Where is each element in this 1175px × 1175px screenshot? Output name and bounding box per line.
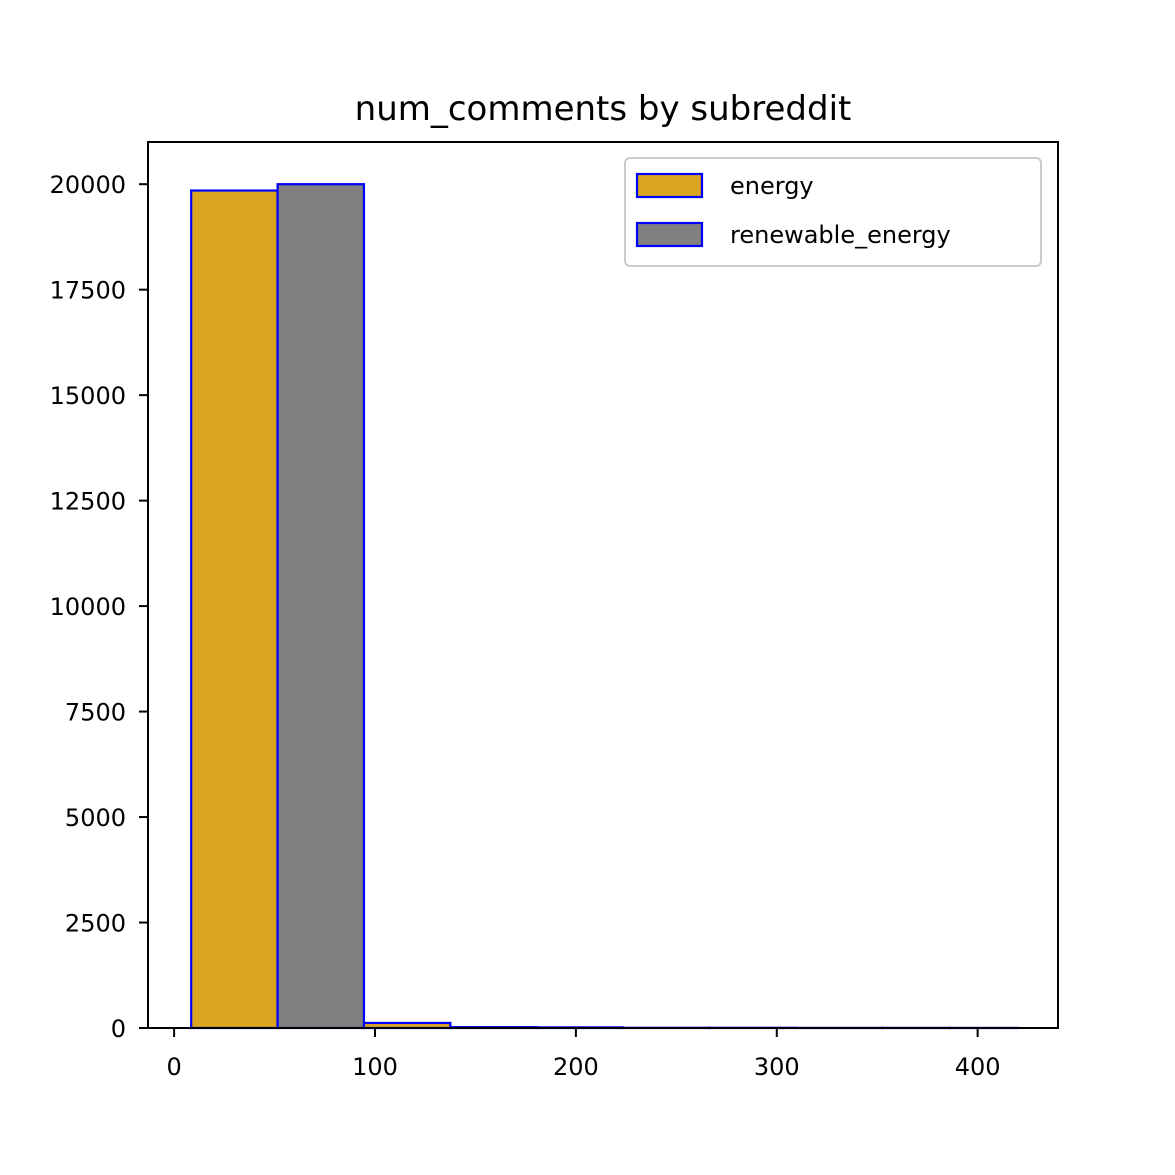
x-tick-label: 400 — [955, 1053, 1001, 1081]
y-tick-label: 20000 — [50, 171, 126, 199]
legend-label-renewable-energy: renewable_energy — [730, 221, 951, 249]
bar-renewable-energy-bin-0 — [276, 183, 366, 1030]
x-tick-label: 0 — [166, 1053, 181, 1081]
y-tick-label: 10000 — [50, 593, 126, 621]
y-tick-label: 2500 — [65, 910, 126, 938]
y-tick-label: 17500 — [50, 277, 126, 305]
legend-label-energy: energy — [730, 172, 814, 200]
y-tick-label: 7500 — [65, 699, 126, 727]
legend-swatch-energy — [635, 172, 704, 199]
bars-layer — [190, 183, 1019, 1030]
bar-energy-bin-0 — [190, 189, 279, 1030]
y-tick-label: 5000 — [65, 804, 126, 832]
x-tick-label: 100 — [352, 1053, 398, 1081]
y-tick-label: 15000 — [50, 382, 126, 410]
x-tick-label: 300 — [754, 1053, 800, 1081]
x-tick-label: 200 — [553, 1053, 599, 1081]
legend-box — [624, 157, 1042, 267]
legend: energy renewable_energy — [624, 157, 1042, 267]
axes-layer: 0 100 200 300 400 0 2500 5000 7500 10000 12500 1500… — [50, 141, 1059, 1081]
plot-frame — [147, 141, 1059, 1029]
y-tick-label: 0 — [111, 1015, 126, 1043]
y-tick-label: 12500 — [50, 488, 126, 516]
legend-swatch-renewable-energy — [635, 221, 704, 248]
chart-title: num_comments by subreddit — [355, 89, 852, 129]
